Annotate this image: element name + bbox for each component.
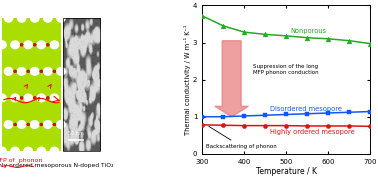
Bar — [2, 18, 61, 151]
Circle shape — [46, 43, 50, 46]
Text: 50 nm: 50 nm — [68, 131, 84, 136]
Circle shape — [36, 147, 46, 156]
Circle shape — [26, 123, 30, 126]
Circle shape — [30, 67, 40, 76]
Circle shape — [50, 147, 59, 156]
Circle shape — [23, 93, 33, 102]
Circle shape — [0, 147, 7, 156]
Circle shape — [46, 96, 50, 99]
Circle shape — [17, 120, 26, 129]
Circle shape — [56, 120, 66, 129]
Circle shape — [23, 40, 33, 49]
Circle shape — [10, 147, 20, 156]
X-axis label: Temperature / K: Temperature / K — [256, 167, 317, 176]
Circle shape — [43, 120, 53, 129]
Circle shape — [20, 43, 23, 46]
Circle shape — [53, 123, 56, 126]
Circle shape — [20, 96, 23, 99]
Text: Highly ordered mesoporous N-doped TiO₂: Highly ordered mesoporous N-doped TiO₂ — [0, 163, 114, 168]
Text: Disordered mesopore: Disordered mesopore — [270, 106, 341, 112]
Circle shape — [0, 40, 7, 49]
Circle shape — [14, 70, 17, 73]
Circle shape — [10, 40, 20, 49]
FancyArrow shape — [215, 41, 248, 117]
Bar — [2, 18, 61, 151]
Circle shape — [33, 96, 36, 99]
Circle shape — [50, 93, 59, 102]
Circle shape — [40, 70, 43, 73]
Text: Nonporous: Nonporous — [291, 28, 327, 34]
Circle shape — [53, 70, 56, 73]
Circle shape — [14, 123, 17, 126]
Circle shape — [30, 120, 40, 129]
Circle shape — [36, 40, 46, 49]
Circle shape — [17, 14, 26, 23]
Text: Highly ordered mesopore: Highly ordered mesopore — [270, 128, 354, 134]
Circle shape — [33, 43, 36, 46]
Circle shape — [0, 93, 7, 102]
Circle shape — [10, 93, 20, 102]
Circle shape — [50, 40, 59, 49]
Circle shape — [56, 14, 66, 23]
Circle shape — [43, 14, 53, 23]
Text: MFP of  phonon: MFP of phonon — [0, 158, 42, 163]
Y-axis label: Thermal conductivity / W m⁻¹ K⁻¹: Thermal conductivity / W m⁻¹ K⁻¹ — [184, 24, 192, 135]
Circle shape — [43, 67, 53, 76]
Bar — [63, 18, 100, 151]
Circle shape — [17, 67, 26, 76]
Text: Suppression of the long
MFP phonon conduction: Suppression of the long MFP phonon condu… — [253, 64, 318, 75]
Circle shape — [23, 147, 33, 156]
Circle shape — [4, 120, 14, 129]
Circle shape — [26, 70, 30, 73]
Circle shape — [4, 67, 14, 76]
Text: Backscattering of phonon: Backscattering of phonon — [206, 126, 277, 149]
Circle shape — [56, 67, 66, 76]
Circle shape — [30, 14, 40, 23]
Circle shape — [36, 93, 46, 102]
Circle shape — [40, 123, 43, 126]
Circle shape — [4, 14, 14, 23]
